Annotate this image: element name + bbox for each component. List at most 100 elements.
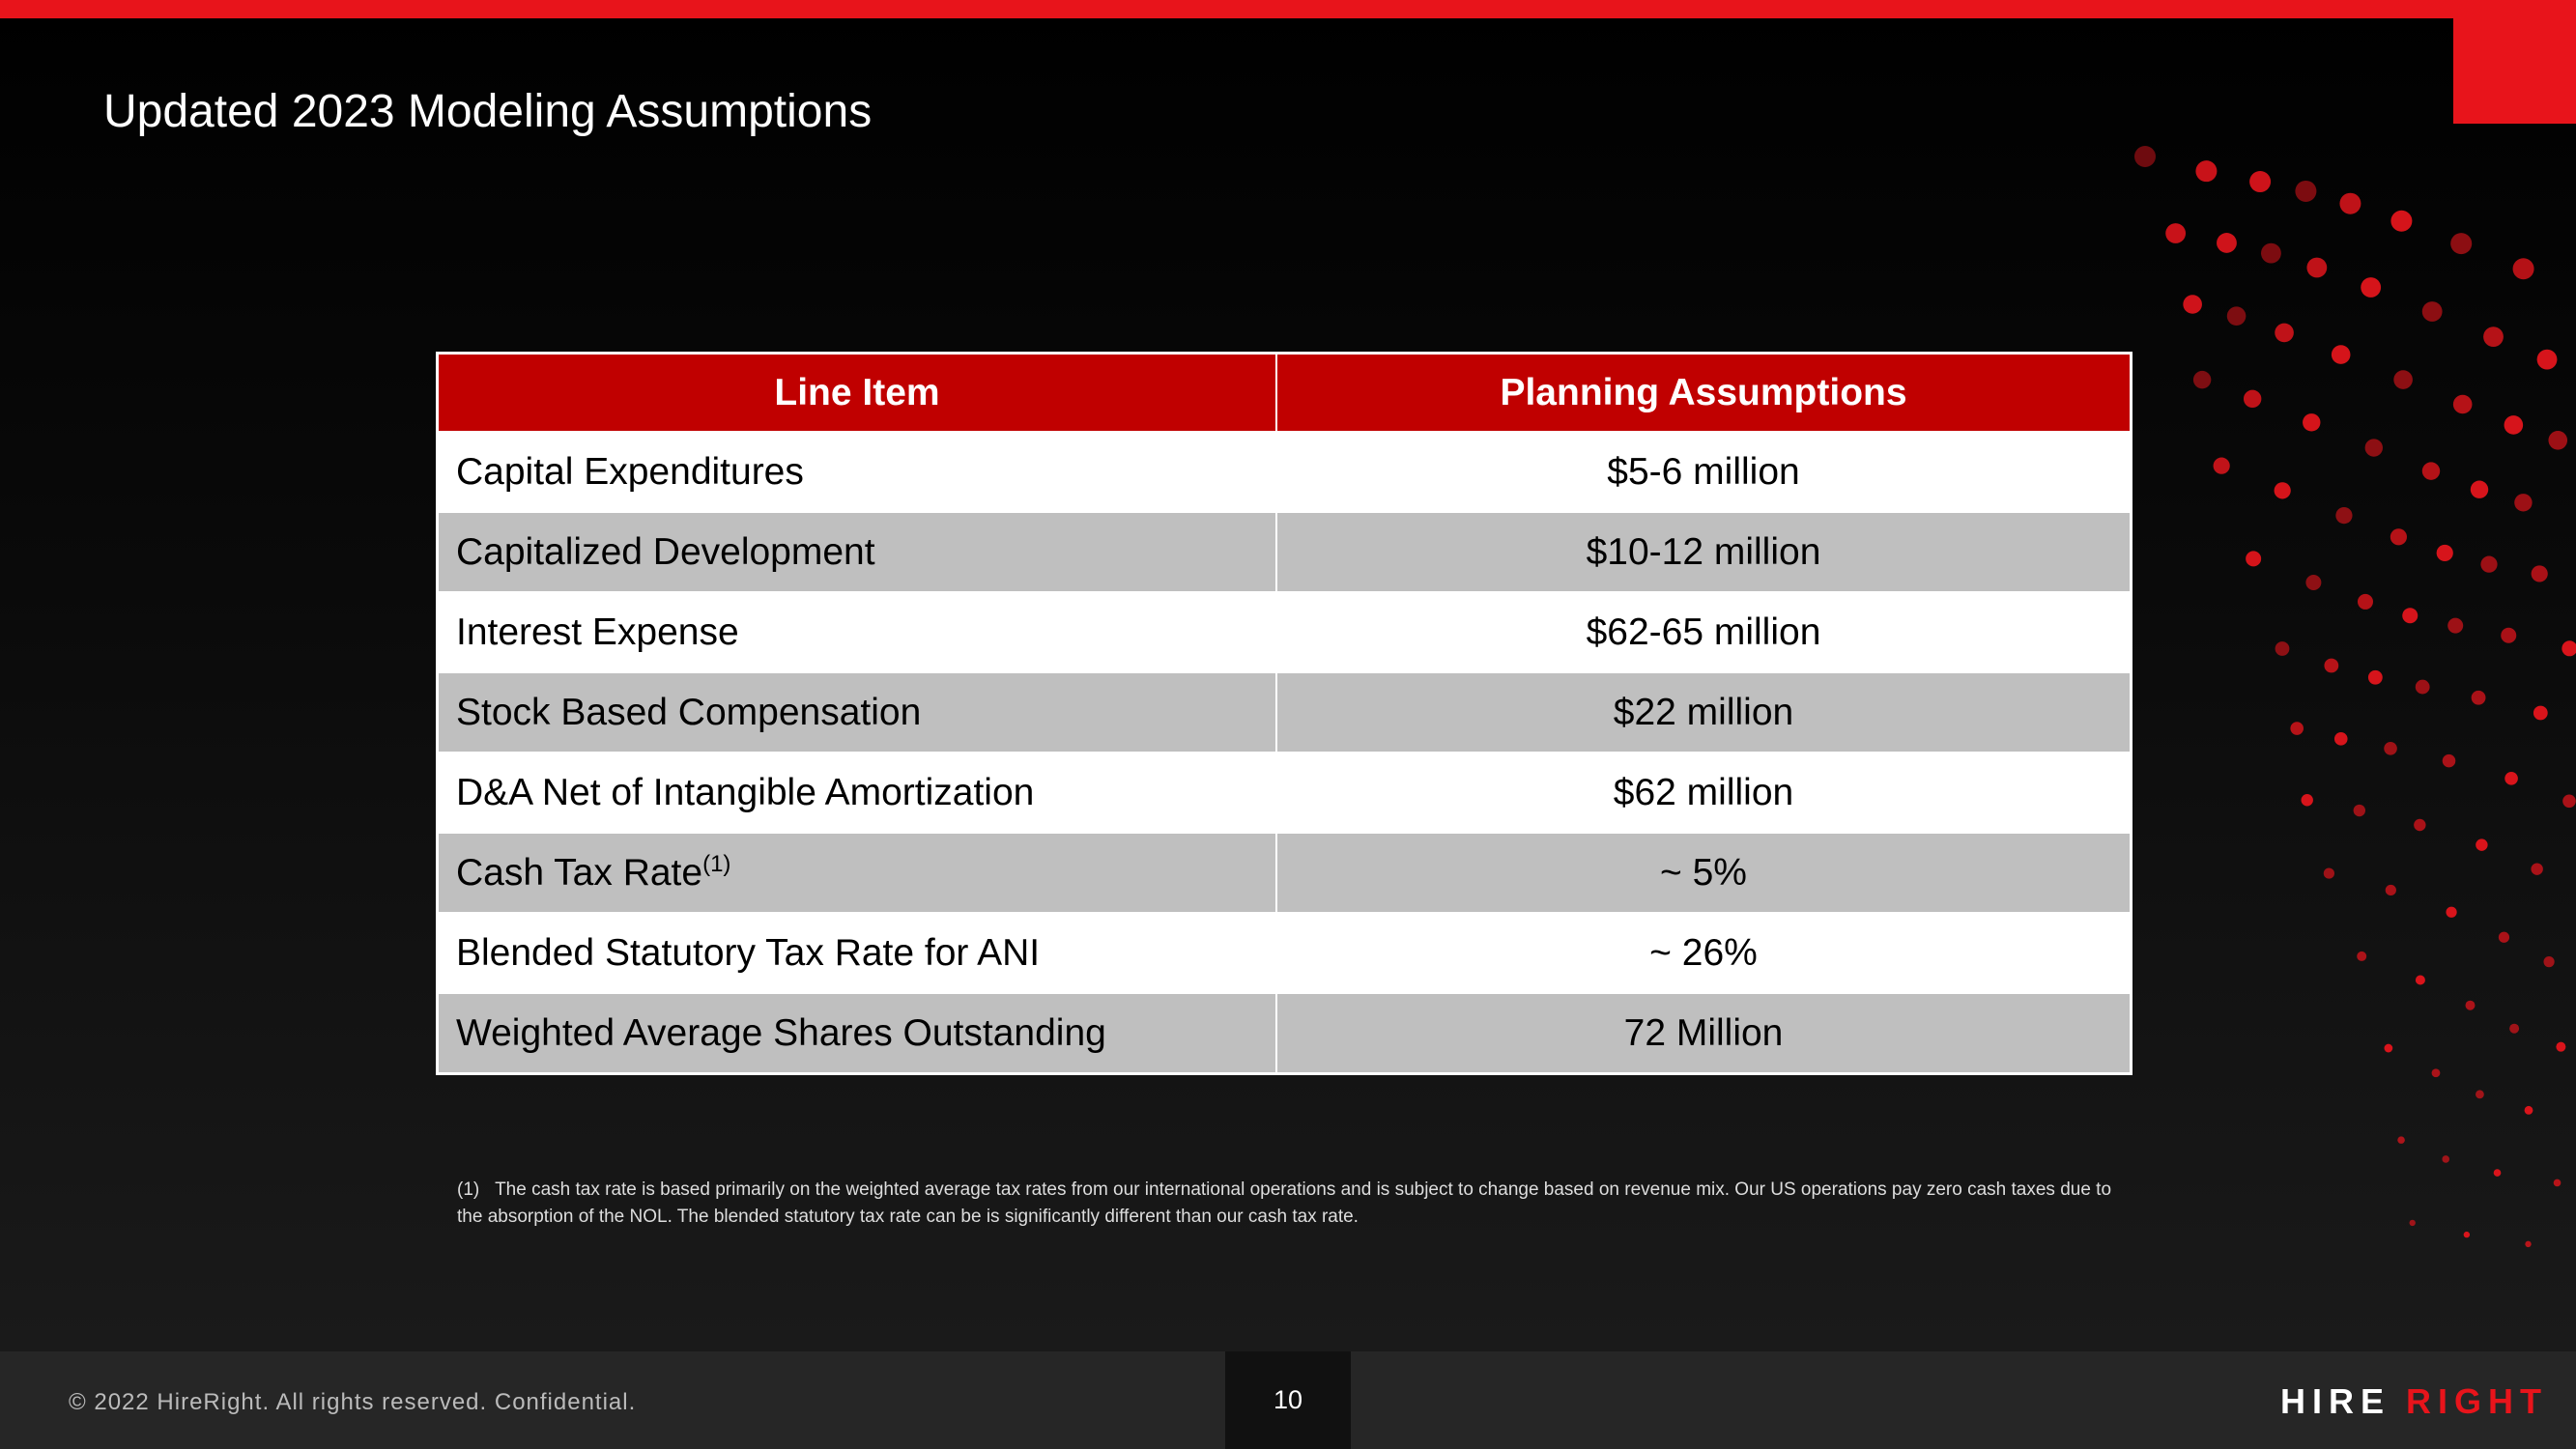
- assumption: $62-65 million: [1276, 591, 2132, 672]
- page-number: 10: [1225, 1351, 1351, 1449]
- dot: [2217, 233, 2237, 253]
- dot: [2390, 210, 2413, 232]
- table-row: D&A Net of Intangible Amortization $62 mi…: [437, 752, 2132, 833]
- assumption: $5-6 million: [1276, 431, 2132, 512]
- table-row: Stock Based Compensation $22 million: [437, 671, 2132, 753]
- dot: [2533, 705, 2548, 721]
- dot: [2361, 277, 2382, 298]
- assumption: ~ 26%: [1276, 912, 2132, 993]
- line-item: Cash Tax Rate(1): [437, 832, 1277, 913]
- line-item-text: Cash Tax Rate: [456, 852, 703, 894]
- assumption-text: ~ 5%: [1660, 851, 1747, 894]
- footnote: (1) The cash tax rate is based primarily…: [457, 1177, 2129, 1231]
- dot: [2335, 507, 2353, 525]
- assumption-text: $62 million: [1613, 771, 1794, 813]
- dot: [2471, 690, 2486, 705]
- dot: [2452, 394, 2473, 414]
- table-row: Weighted Average Shares Outstanding 72 Mi…: [437, 992, 2132, 1074]
- dot: [2246, 551, 2262, 567]
- line-item-text: Interest Expense: [456, 611, 739, 653]
- dot: [2323, 867, 2334, 879]
- line-item: Capitalized Development: [437, 511, 1277, 592]
- dot: [2493, 1169, 2502, 1177]
- corner-accent: [2453, 18, 2576, 124]
- line-item: Stock Based Compensation: [437, 671, 1277, 753]
- dot: [2442, 1155, 2450, 1163]
- line-item: Weighted Average Shares Outstanding: [437, 992, 1277, 1074]
- dot: [2357, 593, 2373, 610]
- dot: [2295, 180, 2317, 202]
- dot: [2514, 494, 2533, 512]
- dot: [2339, 192, 2361, 214]
- dot: [2509, 1023, 2520, 1034]
- dot: [2213, 457, 2230, 474]
- dot: [2415, 679, 2430, 695]
- assumption-text: $10-12 million: [1586, 530, 1821, 573]
- dot: [2195, 160, 2218, 183]
- dot: [2333, 732, 2348, 746]
- table-row: Interest Expense $62-65 million: [437, 591, 2132, 672]
- dot: [2243, 389, 2262, 409]
- dot: [2384, 1043, 2393, 1053]
- dot: [2446, 906, 2457, 918]
- assumption-text: $62-65 million: [1586, 611, 1821, 653]
- dot: [2436, 544, 2453, 562]
- dot: [2364, 439, 2383, 457]
- assumption: $62 million: [1276, 752, 2132, 833]
- dot: [2390, 528, 2408, 546]
- dot: [2301, 794, 2313, 807]
- dot: [2531, 565, 2548, 582]
- line-item-text: Capitalized Development: [456, 530, 875, 573]
- dot: [2165, 223, 2187, 243]
- dot: [2415, 975, 2425, 985]
- assumption-text: $5-6 million: [1607, 450, 1800, 493]
- dot: [2409, 1219, 2416, 1227]
- assumption: $10-12 million: [1276, 511, 2132, 592]
- dot: [2483, 327, 2504, 348]
- assumption-text: ~ 26%: [1649, 931, 1758, 974]
- dot: [2447, 617, 2464, 634]
- dot: [2303, 413, 2321, 432]
- dot: [2357, 951, 2367, 961]
- assumptions-table: Line Item Planning Assumptions Capital E…: [436, 352, 2132, 1075]
- dot: [2463, 1231, 2471, 1238]
- dot: [2543, 956, 2555, 968]
- line-item-text: Weighted Average Shares Outstanding: [456, 1011, 1106, 1054]
- assumption-text: 72 Million: [1623, 1011, 1784, 1054]
- dot: [2274, 482, 2291, 499]
- dot: [2476, 838, 2488, 851]
- top-bar: [0, 0, 2576, 18]
- logo-text: RIGHT: [2406, 1381, 2549, 1421]
- dot: [2226, 306, 2247, 326]
- logo: HIRE RIGHT: [2280, 1381, 2548, 1422]
- assumption: $22 million: [1276, 671, 2132, 753]
- dot: [2324, 658, 2339, 673]
- dot: [2402, 608, 2419, 624]
- slide-title: Updated 2023 Modeling Assumptions: [103, 86, 873, 137]
- dot: [2290, 722, 2304, 735]
- dot: [2476, 1090, 2484, 1099]
- dot: [2397, 1136, 2405, 1144]
- line-item-text: D&A Net of Intangible Amortization: [456, 771, 1035, 813]
- line-item: Capital Expenditures: [437, 431, 1277, 512]
- dot: [2536, 349, 2558, 370]
- dot: [2421, 301, 2443, 322]
- dot: [2385, 884, 2396, 896]
- dot: [2249, 171, 2272, 193]
- table-row: Capitalized Development $10-12 million: [437, 511, 2132, 592]
- dot: [2524, 1105, 2533, 1115]
- dot: [2553, 1179, 2562, 1187]
- dot: [2134, 146, 2156, 167]
- dot: [2367, 669, 2383, 685]
- table-row: Blended Statutory Tax Rate for ANI ~ 26%: [437, 912, 2132, 993]
- dot: [2504, 415, 2524, 435]
- dot: [2414, 818, 2426, 832]
- line-item: Interest Expense: [437, 591, 1277, 672]
- dot: [2306, 257, 2328, 278]
- dot: [2442, 753, 2456, 768]
- dot: [2562, 640, 2576, 657]
- dot: [2498, 931, 2510, 943]
- dot: [2261, 242, 2281, 264]
- assumption-text: $22 million: [1613, 691, 1794, 733]
